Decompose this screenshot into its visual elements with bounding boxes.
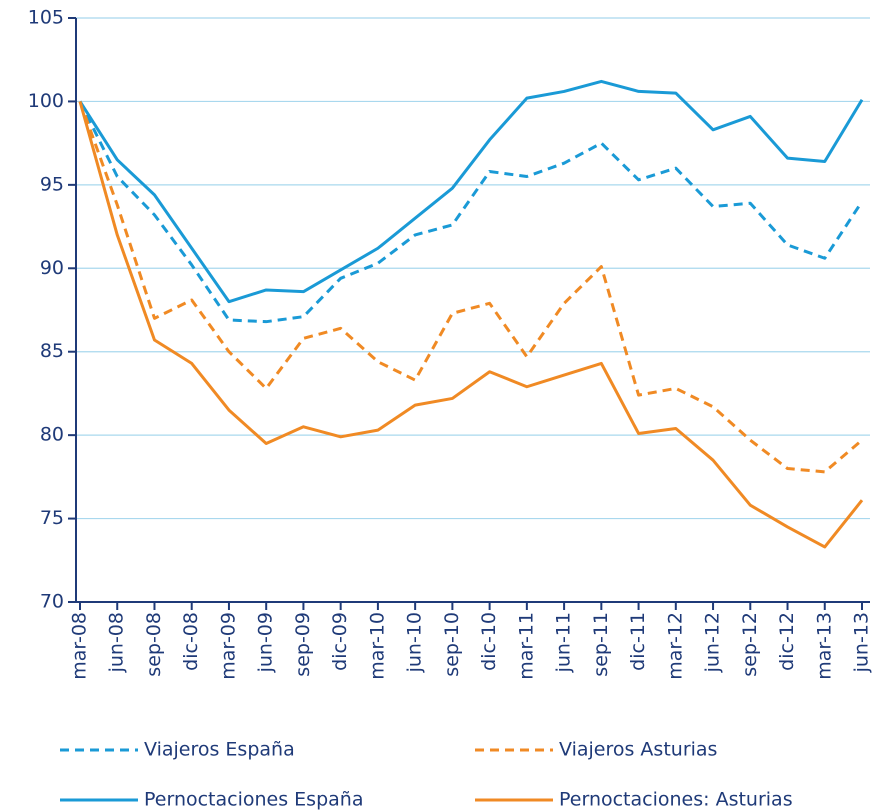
y-tick-label: 85 (40, 340, 64, 362)
y-tick-label: 105 (28, 7, 64, 29)
x-tick-label: sep-09 (292, 612, 314, 677)
x-tick-label: sep-12 (739, 612, 761, 677)
x-tick-label: mar-11 (515, 612, 537, 680)
x-tick-label: sep-10 (441, 612, 463, 677)
x-tick-label: jun-12 (702, 612, 724, 673)
x-tick-label: dic-09 (329, 612, 351, 671)
x-tick-label: jun-10 (404, 612, 426, 673)
legend-label: Pernoctaciones: Asturias (559, 789, 793, 811)
x-tick-label: jun-13 (851, 612, 873, 673)
y-tick-label: 90 (40, 257, 64, 279)
y-tick-label: 75 (40, 507, 64, 529)
x-tick-label: jun-08 (106, 612, 128, 673)
legend-label: Pernoctaciones España (144, 789, 363, 811)
x-tick-label: mar-09 (217, 612, 239, 680)
series-line (78, 100, 864, 324)
x-tick-label: sep-08 (143, 612, 165, 677)
x-tick-label: dic-12 (776, 612, 798, 671)
x-tick-label: dic-11 (627, 612, 649, 671)
y-tick-label: 100 (28, 90, 64, 112)
series-line (78, 79, 864, 304)
y-tick-label: 80 (40, 424, 64, 446)
x-tick-label: jun-09 (255, 612, 277, 673)
series-line (78, 100, 863, 474)
x-tick-label: mar-12 (664, 612, 686, 680)
y-tick-label: 95 (40, 173, 64, 195)
x-tick-label: mar-10 (366, 612, 388, 680)
y-tick-label: 70 (40, 591, 64, 613)
legend-label: Viajeros Asturias (559, 739, 717, 761)
series-line (78, 101, 864, 549)
x-tick-label: sep-11 (590, 612, 612, 677)
x-tick-label: dic-08 (180, 612, 202, 671)
x-tick-label: mar-08 (69, 612, 91, 680)
legend-label: Viajeros España (144, 739, 295, 761)
x-tick-label: jun-11 (553, 612, 575, 673)
x-tick-label: mar-13 (813, 612, 835, 680)
x-tick-label: dic-10 (478, 612, 500, 671)
